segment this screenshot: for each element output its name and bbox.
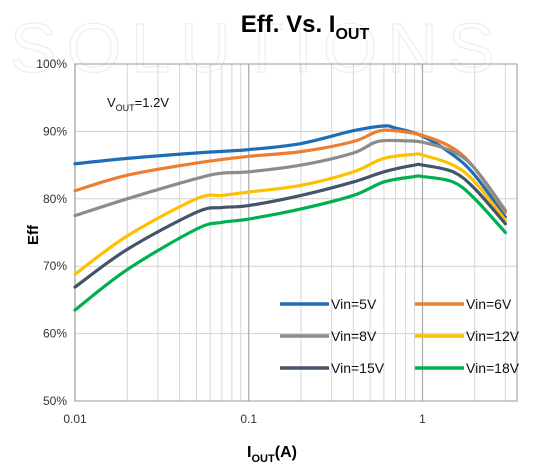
series-line: [73, 152, 507, 276]
vout-annotation-sub: OUT: [116, 103, 136, 113]
chart-title-main: Eff. Vs. I: [241, 11, 336, 38]
legend-item: Vin=5V: [280, 296, 377, 312]
legend: Vin=5V Vin=6V Vin=8V Vin=12V Vin=15V Vin=18V: [280, 296, 520, 376]
x-axis-label: IOUT(A): [247, 444, 297, 465]
x-tick-label: 1: [419, 412, 426, 426]
x-axis-ticks: 0.01 0.1 1: [63, 412, 426, 426]
y-tick-label: 60%: [43, 327, 67, 341]
legend-item: Vin=6V: [415, 296, 512, 312]
y-tick-label: 80%: [43, 192, 67, 206]
legend-label: Vin=15V: [331, 360, 385, 376]
x-axis-label-main: I: [247, 444, 251, 461]
legend-item: Vin=8V: [280, 328, 377, 344]
x-tick-label: 0.01: [63, 412, 87, 426]
legend-label: Vin=6V: [466, 296, 512, 312]
plot-grid: [74, 63, 517, 402]
x-tick-label: 0.1: [240, 412, 257, 426]
x-axis-label-suffix: (A): [275, 444, 297, 461]
y-tick-label: 50%: [43, 394, 67, 408]
series-line: [73, 174, 507, 312]
y-axis-label: Eff: [25, 224, 42, 245]
y-tick-label: 90%: [43, 124, 67, 138]
series-line: [73, 124, 507, 219]
legend-item: Vin=18V: [415, 360, 520, 376]
series-lines: [73, 124, 507, 312]
legend-label: Vin=18V: [466, 360, 520, 376]
series-line: [73, 162, 507, 289]
legend-item: Vin=15V: [280, 360, 385, 376]
vout-annotation-main: V: [107, 95, 116, 110]
legend-item: Vin=12V: [415, 328, 520, 344]
vout-annotation-suffix: =1.2V: [135, 95, 170, 110]
legend-label: Vin=8V: [331, 328, 377, 344]
y-axis-ticks: 50% 60% 70% 80% 90% 100%: [36, 57, 67, 408]
legend-label: Vin=5V: [331, 296, 377, 312]
chart-title-sub: OUT: [335, 26, 369, 43]
plot-area-border: [74, 63, 518, 402]
x-axis-label-sub: OUT: [252, 453, 276, 465]
vout-annotation: VOUT=1.2V: [107, 95, 169, 113]
chart-title: Eff. Vs. IOUT: [241, 11, 370, 43]
series-line: [73, 138, 507, 218]
legend-label: Vin=12V: [466, 328, 520, 344]
y-tick-label: 100%: [36, 57, 67, 71]
y-tick-label: 70%: [43, 259, 67, 273]
series-line: [73, 128, 507, 214]
